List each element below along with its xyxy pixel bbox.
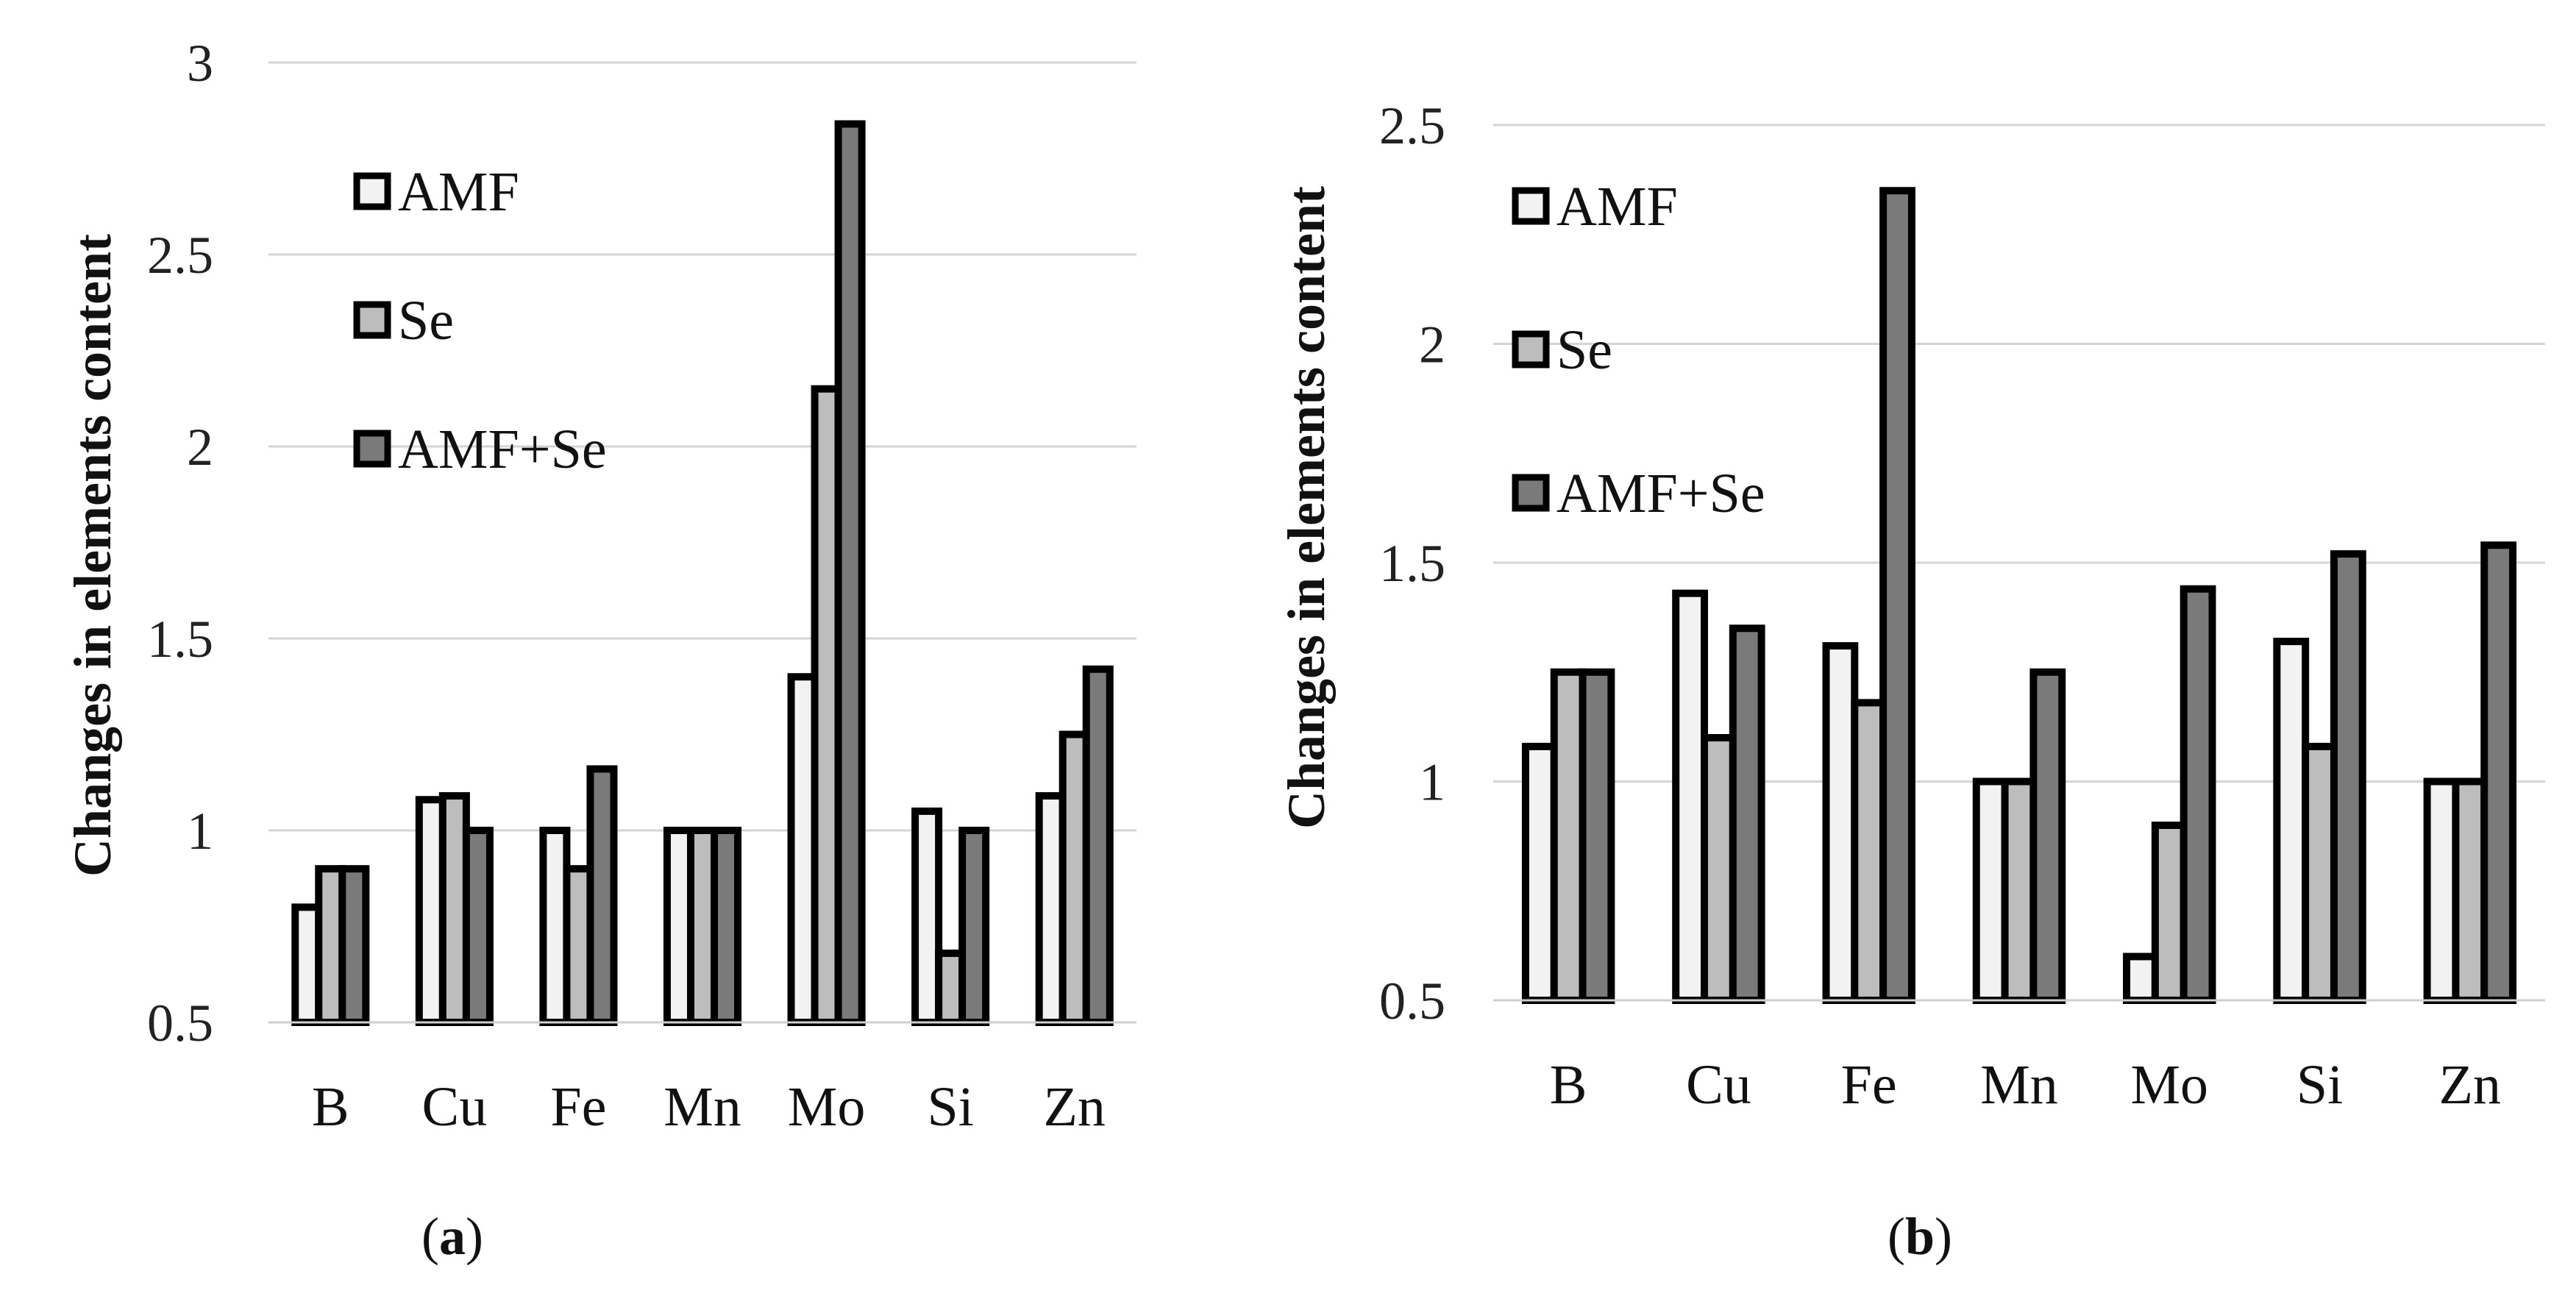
chart-b-legend-swatch xyxy=(1512,330,1550,368)
chart-b-bar-amf-b xyxy=(1521,742,1558,1005)
chart-a: 0.5 1 1.5 2 2.5 3 Changes in elements content B… xyxy=(63,34,1136,1266)
chart-b-bar-se-fe xyxy=(1851,699,1887,1005)
chart-a-ytick-label: 2 xyxy=(187,418,213,477)
chart-b-legend-swatch xyxy=(1512,187,1550,225)
chart-a-bar-se-zn xyxy=(1058,730,1090,1026)
chart-b-category-label: B xyxy=(1550,1054,1587,1116)
chart-b-legend-label: Se xyxy=(1556,319,1612,381)
chart-a-bar-amf-se-zn xyxy=(1082,665,1114,1026)
chart-b-ytick-label: 0.5 xyxy=(1379,972,1445,1030)
chart-a-bar-amf-se-cu xyxy=(462,827,494,1026)
chart-a-ytick-label: 1.5 xyxy=(147,610,213,669)
chart-b-category-label: Mo xyxy=(2130,1054,2208,1116)
chart-b: 0.5 1 1.5 2 2.5 Changes in elements content B C… xyxy=(1277,96,2545,1266)
chart-a-category-label: Fe xyxy=(550,1076,606,1138)
chart-b-bar-amf-se-mn xyxy=(2029,668,2066,1004)
chart-a-ytick-label: 3 xyxy=(187,34,213,93)
chart-b-panel-label: (b) xyxy=(1887,1207,1952,1266)
chart-a-ytick-label: 2.5 xyxy=(147,226,213,285)
chart-b-bar-se-si xyxy=(2302,742,2338,1005)
chart-a-legend-swatch xyxy=(353,172,391,210)
chart-b-bar-amf-se-fe xyxy=(1879,187,1915,1004)
chart-b-category-label: Mn xyxy=(1980,1054,2058,1116)
chart-b-category-label: Cu xyxy=(1686,1054,1751,1116)
chart-b-bar-amf-fe xyxy=(1822,642,1859,1004)
chart-a-bar-amf-se-fe xyxy=(586,765,618,1026)
chart-b-ytick-label: 2 xyxy=(1419,316,1445,374)
chart-b-bar-amf-zn xyxy=(2423,777,2460,1004)
chart-b-bar-amf-se-zn xyxy=(2480,541,2517,1004)
chart-a-ytick-label: 0.5 xyxy=(147,994,213,1053)
chart-b-bar-amf-se-mo xyxy=(2180,585,2216,1004)
chart-a-bar-se-mn xyxy=(686,827,719,1026)
chart-a-legend-label: Se xyxy=(398,290,454,352)
chart-b-category-label: Zn xyxy=(2439,1054,2501,1116)
chart-a-category-label: B xyxy=(312,1076,349,1138)
chart-b-ytick-label: 2.5 xyxy=(1379,96,1445,155)
chart-a-bar-amf-se-mn xyxy=(711,827,742,1026)
chart-b-bar-se-cu xyxy=(1701,734,1737,1004)
chart-a-bar-amf-zn xyxy=(1035,792,1067,1027)
chart-a-bar-amf-se-b xyxy=(338,865,370,1026)
chart-b-bar-se-b xyxy=(1550,668,1587,1004)
chart-a-category-label: Mo xyxy=(788,1076,866,1138)
chart-a-legend-swatch xyxy=(353,430,391,468)
chart-b-ytick-label: 1 xyxy=(1419,753,1445,812)
chart-b-bar-amf-se-b xyxy=(1579,668,1615,1004)
chart-b-bar-se-zn xyxy=(2452,777,2488,1004)
chart-b-ytick-label: 1.5 xyxy=(1379,534,1445,593)
chart-b-bar-amf-mo xyxy=(2123,953,2159,1004)
chart-a-category-label: Zn xyxy=(1043,1076,1105,1138)
chart-a-bar-amf-se-si xyxy=(958,827,990,1026)
chart-a-ytick-label: 1 xyxy=(187,802,213,861)
chart-a-category-label: Mn xyxy=(663,1076,741,1138)
chart-a-panel-label: (a) xyxy=(421,1207,483,1266)
chart-b-legend-label: AMF+Se xyxy=(1556,463,1765,524)
chart-b-bar-amf-cu xyxy=(1672,589,1709,1004)
chart-b-category-label: Si xyxy=(2296,1054,2343,1116)
chart-a-category-label: Cu xyxy=(422,1076,488,1138)
chart-b-bar-amf-se-cu xyxy=(1729,624,1765,1004)
chart-a-category-label: Si xyxy=(927,1076,973,1138)
chart-a-legend-swatch xyxy=(353,301,391,339)
chart-b-category-label: Fe xyxy=(1841,1054,1897,1116)
chart-b-bar-amf-si xyxy=(2273,638,2310,1004)
chart-b-bar-se-mo xyxy=(2151,822,2188,1004)
chart-b-legend-label: AMF xyxy=(1556,176,1678,238)
chart-a-bar-amf-se-mo xyxy=(834,120,866,1026)
chart-a-legend-label: AMF xyxy=(398,161,519,223)
chart-a-y-axis-label: Changes in elements content xyxy=(63,234,122,877)
chart-b-bar-amf-se-si xyxy=(2330,550,2366,1004)
chart-b-bar-amf-mn xyxy=(1972,777,2009,1004)
chart-b-legend-swatch xyxy=(1512,474,1550,512)
chart-b-y-axis-label: Changes in elements content xyxy=(1277,186,1336,829)
chart-b-bar-se-mn xyxy=(2001,777,2038,1004)
chart-a-legend-label: AMF+Se xyxy=(398,419,607,480)
